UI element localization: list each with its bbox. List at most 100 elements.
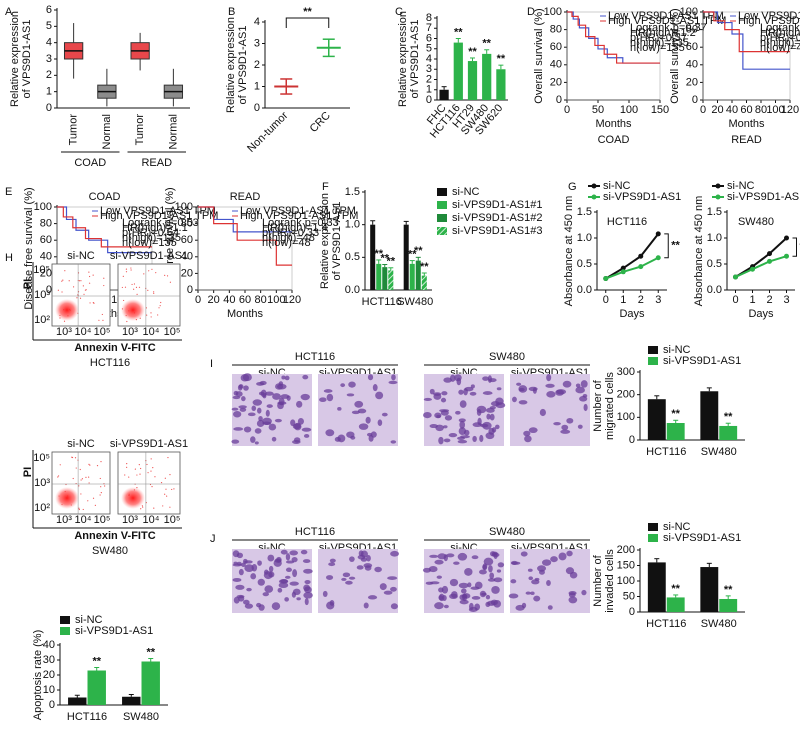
flow-dot [92, 497, 95, 499]
cell [235, 391, 243, 397]
bar [467, 61, 478, 100]
y-axis-label: invaded cells [604, 549, 616, 613]
cell [441, 585, 449, 594]
cell [301, 427, 312, 432]
cell [493, 577, 503, 583]
flow-dot [122, 299, 125, 302]
flow-cluster [121, 487, 145, 509]
cell [429, 581, 440, 585]
cell [457, 439, 468, 444]
significance: ** [497, 53, 506, 65]
stat-label: n(low)=48 [760, 42, 800, 54]
chart-title: READ [230, 191, 261, 203]
legend-label: si-VPS9D1-AS1 [663, 532, 741, 544]
flow-dot [167, 456, 169, 459]
cell [488, 565, 493, 573]
significance: ** [724, 411, 733, 423]
cell [523, 430, 531, 437]
y-axis-label: Relative expression [397, 11, 409, 107]
cell [496, 569, 502, 573]
cell [458, 418, 466, 423]
cell [304, 586, 312, 594]
cell [463, 388, 468, 396]
legend-label: Low VPS9D1-AS1 TPM [100, 205, 216, 217]
y-tick-label: 0 [46, 102, 52, 114]
flow-dot [76, 297, 78, 299]
y-tick-label: 0.0 [707, 284, 722, 296]
y-tick-label: 0.5 [577, 258, 592, 270]
cell [271, 602, 281, 611]
x-tick-label: 100 [620, 104, 638, 116]
flow-dot [100, 486, 102, 488]
column-label: si-NC [67, 250, 95, 262]
flow-dot [94, 504, 96, 506]
cell [485, 432, 495, 440]
legend-swatch [648, 357, 658, 365]
cell [251, 563, 258, 572]
cell [482, 376, 489, 381]
flow-dot [87, 500, 89, 502]
cell [436, 575, 442, 579]
stat-label: p(HR)=0.33 [262, 227, 319, 239]
y-tick-label: 30 [43, 654, 55, 666]
y-tick-label: 40 [550, 59, 562, 71]
x-tick-label: 20 [711, 104, 723, 116]
cell [583, 403, 588, 412]
bar [141, 661, 160, 705]
cell [458, 582, 469, 589]
legend-swatch [715, 183, 721, 189]
cell [375, 391, 384, 400]
group-label: HCT116 [295, 526, 335, 538]
cell [539, 408, 546, 417]
cell [429, 388, 435, 395]
y-tick-label: 60 [181, 234, 193, 246]
cell [267, 554, 275, 562]
cell [565, 567, 575, 575]
flow-dot [166, 275, 169, 277]
group-label: COAD [74, 157, 106, 169]
stat-label: n(high)=135 [122, 232, 181, 244]
cell [247, 412, 256, 417]
cell [265, 391, 274, 396]
cell [487, 578, 496, 582]
cell [231, 439, 240, 444]
y-tick-label: 3 [254, 37, 260, 49]
cell [329, 558, 336, 563]
cell [274, 418, 282, 423]
bar [403, 224, 409, 290]
legend-swatch [648, 346, 658, 354]
y-tick-label: 1.5 [707, 206, 722, 218]
cell [262, 592, 270, 597]
y-axis-label: Apoptosis rate (%) [32, 630, 44, 720]
cell [390, 603, 398, 610]
legend-label: si-VPS9D1-AS1#2 [452, 212, 543, 224]
y-tick-label: 0 [49, 699, 55, 711]
x-tick-label: 40 [223, 294, 235, 306]
legend-label: Low VPS9D1-AS1 TPM [738, 10, 800, 22]
y-tick-label: 80 [181, 218, 193, 230]
y-tick-label: 0 [254, 102, 260, 114]
y-tick-label: 1.0 [345, 219, 360, 231]
cell [438, 593, 445, 602]
cell [377, 419, 383, 427]
cell [277, 383, 287, 390]
cell [482, 421, 492, 430]
cell [277, 401, 287, 405]
x-tick-label: 1 [749, 294, 755, 306]
flow-dot [147, 289, 149, 291]
cell [568, 592, 576, 598]
cell [233, 427, 244, 431]
cell [390, 586, 397, 592]
significance: ** [671, 408, 680, 420]
cell [341, 577, 347, 581]
cell [443, 377, 452, 383]
flow-dot [80, 280, 82, 282]
flow-dot [141, 505, 143, 507]
y-tick-label: 2 [254, 59, 260, 71]
survival-curve [57, 206, 152, 248]
cell [292, 569, 298, 578]
x-tick-label: 120 [781, 104, 799, 116]
flow-tick: 10³ [56, 326, 72, 338]
y-tick-label: 100 [544, 6, 562, 18]
cell [491, 585, 500, 594]
